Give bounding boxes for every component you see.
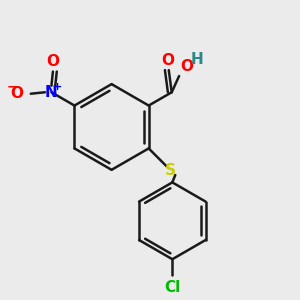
Text: −: − [7, 81, 17, 94]
Text: O: O [46, 54, 59, 69]
Text: S: S [165, 163, 176, 178]
Text: O: O [161, 53, 174, 68]
Text: Cl: Cl [164, 280, 181, 295]
Text: O: O [10, 86, 23, 101]
Text: O: O [181, 58, 194, 74]
Text: N: N [45, 85, 58, 100]
Text: H: H [191, 52, 204, 67]
Text: +: + [53, 82, 63, 92]
